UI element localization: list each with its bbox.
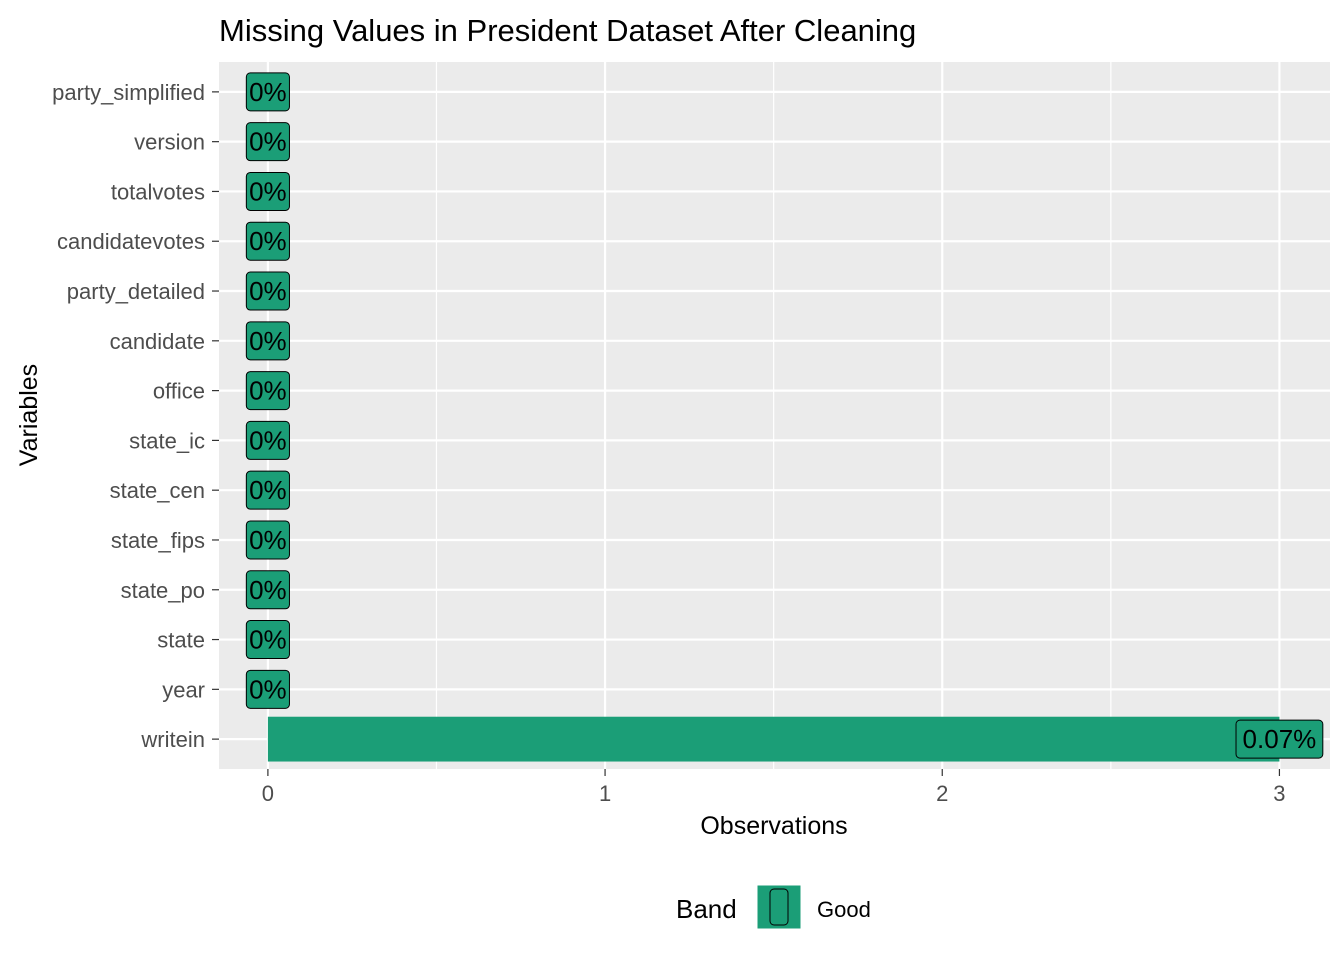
data-label: 0% xyxy=(245,570,290,610)
y-tick-label: state_po xyxy=(121,578,205,603)
chart-title: Missing Values in President Dataset Afte… xyxy=(219,13,916,48)
data-label-text: 0% xyxy=(249,127,287,157)
data-label-box xyxy=(245,420,290,460)
y-tick-label: party_detailed xyxy=(67,279,205,304)
data-label-text: 0.07% xyxy=(1243,724,1317,754)
y-tick-label: state xyxy=(157,628,205,653)
data-label: 0% xyxy=(245,72,290,112)
y-tick-label: totalvotes xyxy=(111,179,205,204)
data-label: 0% xyxy=(245,669,290,709)
data-label-box xyxy=(245,271,290,311)
y-tick-label: version xyxy=(134,130,205,155)
x-tick-label: 1 xyxy=(599,781,611,806)
data-label-text: 0% xyxy=(249,226,287,256)
legend-title: Band xyxy=(676,894,737,924)
data-label: 0.07% xyxy=(1235,719,1324,759)
data-label-text: 0% xyxy=(249,425,287,455)
data-label-text: 0% xyxy=(249,674,287,704)
data-label-box xyxy=(245,321,290,361)
x-tick-label: 0 xyxy=(262,781,274,806)
bars-layer xyxy=(267,716,1280,762)
data-label: 0% xyxy=(245,321,290,361)
y-tick-label: party_simplified xyxy=(52,80,205,105)
grid-layer xyxy=(219,62,1330,769)
y-tick-label: state_cen xyxy=(110,478,205,503)
legend: Band Good xyxy=(676,884,871,930)
data-label-text: 0% xyxy=(249,176,287,206)
data-label-box xyxy=(245,371,290,411)
data-label-box xyxy=(245,620,290,660)
data-label-box xyxy=(245,470,290,510)
data-label-box xyxy=(245,669,290,709)
x-axis-title: Observations xyxy=(700,812,847,840)
data-label-box xyxy=(245,72,290,112)
legend-label: Good xyxy=(817,897,871,922)
data-label: 0% xyxy=(245,271,290,311)
legend-items: Good xyxy=(756,884,871,930)
y-tick-label: office xyxy=(153,379,205,404)
data-label: 0% xyxy=(245,221,290,261)
y-tick-label: year xyxy=(162,677,205,702)
data-label-text: 0% xyxy=(249,77,287,107)
y-axis-title: Variables xyxy=(15,364,43,466)
data-label-box xyxy=(245,570,290,610)
data-label: 0% xyxy=(245,122,290,162)
data-label-box xyxy=(245,122,290,162)
data-labels-layer: 0% 0% 0% 0% 0% 0% 0% 0% 0% 0% 0% 0% 0% 0.07% xyxy=(245,72,1324,759)
data-label: 0% xyxy=(245,420,290,460)
data-label-box xyxy=(245,171,290,211)
data-label-text: 0% xyxy=(249,575,287,605)
y-tick-label: state_ic xyxy=(129,428,205,453)
bar xyxy=(267,716,1280,762)
data-label: 0% xyxy=(245,520,290,560)
data-label-text: 0% xyxy=(249,525,287,555)
y-tick-label: writein xyxy=(140,727,205,752)
y-tick-label: candidatevotes xyxy=(57,229,205,254)
data-label-text: 0% xyxy=(249,376,287,406)
y-tick-label: candidate xyxy=(110,329,205,354)
data-label: 0% xyxy=(245,371,290,411)
legend-item: Good xyxy=(756,884,871,930)
data-label: 0% xyxy=(245,620,290,660)
x-axis: 0 1 2 3 xyxy=(262,769,1286,806)
plot-panel xyxy=(219,62,1330,769)
data-label-text: 0% xyxy=(249,276,287,306)
data-label-box xyxy=(245,520,290,560)
data-label-text: 0% xyxy=(249,475,287,505)
data-label-text: 0% xyxy=(249,625,287,655)
data-label: 0% xyxy=(245,171,290,211)
legend-key-label-glyph xyxy=(769,888,789,926)
x-tick-label: 3 xyxy=(1273,781,1285,806)
data-label-text: 0% xyxy=(249,326,287,356)
data-label-box xyxy=(1235,719,1324,759)
x-tick-label: 2 xyxy=(936,781,948,806)
data-label: 0% xyxy=(245,470,290,510)
data-label-box xyxy=(245,221,290,261)
y-tick-label: state_fips xyxy=(111,528,205,553)
